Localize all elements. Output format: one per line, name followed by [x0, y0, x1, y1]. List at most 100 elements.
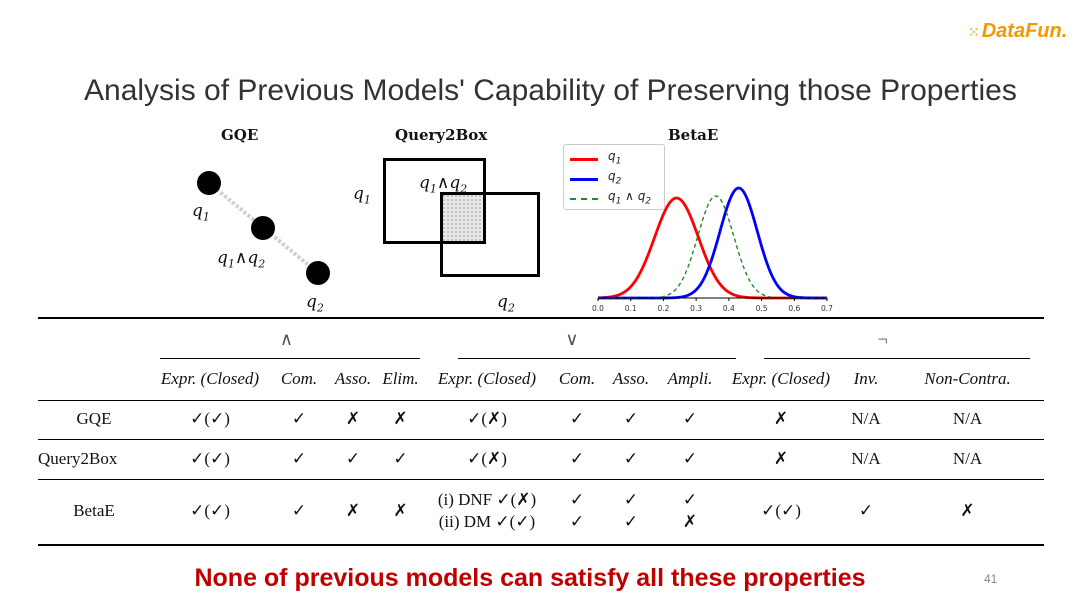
header-cell: Elim.: [382, 369, 419, 388]
x-tick-label: 0.6: [788, 304, 800, 313]
table-cell: ✗: [773, 449, 789, 468]
q2b-intersection-label: q1∧q2: [419, 173, 468, 196]
series-line-0: [597, 196, 827, 300]
gqe-link-line: [207, 181, 320, 275]
table-cell: ✗: [345, 501, 361, 520]
header-cell: Com.: [280, 369, 318, 388]
header-cell: Expr. (Closed): [160, 369, 260, 388]
x-tick-label: 0.4: [723, 304, 735, 313]
table-cell: N/A: [952, 409, 983, 428]
table-cell: ✓: [569, 449, 585, 468]
table-cell: ✗: [393, 409, 408, 428]
datafun-logo: ⁙ DataFun.: [968, 20, 1068, 42]
legend-label: q1: [608, 149, 622, 167]
table-cell: ✓: [858, 501, 874, 520]
legend-label: q2: [608, 169, 622, 187]
gqe-intersection-label: q1∧q2: [217, 248, 266, 271]
table-body: GQE ✓(✓) ✓ ✗ ✗ ✓(✗) ✓ ✓ ✓ ✗ N/A N/A Query2Box ✓(✓) ✓ ✓ ✓…: [38, 399, 1044, 543]
gqe-q2-label: q2: [306, 292, 324, 315]
gqe-q1-point: [197, 171, 221, 195]
x-tick-label: 0.5: [756, 304, 768, 313]
cell-line: ✓: [682, 490, 698, 509]
table-cell: ✓: [345, 449, 361, 468]
table-cell: ✓(✓): [190, 409, 230, 428]
legend-swatch: [570, 178, 598, 181]
table-cell: ✗: [393, 501, 408, 520]
x-tick-label: 0.3: [690, 304, 702, 313]
group-rule-and: [160, 358, 420, 359]
slide-title: Analysis of Previous Models' Capability …: [84, 74, 1017, 107]
group-or: ∨: [565, 328, 579, 349]
x-tick-label: 0.1: [625, 304, 637, 313]
table-row: Query2Box ✓(✓) ✓ ✓ ✓ ✓(✗) ✓ ✓ ✓ ✗ N/A N/A: [38, 439, 1044, 479]
table-bottom-rule: [38, 544, 1044, 546]
betae-panel-label: BetaE: [668, 126, 719, 144]
table-cell: ✓: [623, 449, 639, 468]
group-not: ¬: [877, 328, 888, 349]
table-row: GQE ✓(✓) ✓ ✗ ✗ ✓(✗) ✓ ✓ ✓ ✗ N/A N/A: [38, 399, 1044, 439]
table-cell: ✗: [345, 409, 361, 428]
table-cell: ✓: [291, 501, 307, 520]
table-cell: N/A: [851, 409, 881, 428]
header-cell: Com.: [558, 369, 596, 388]
cell-line: (i) DNF ✓(✗): [437, 490, 537, 509]
header-cell: Inv.: [853, 369, 879, 388]
column-header-row: Expr. (Closed) Com. Asso. Elim. Expr. (C…: [38, 359, 1044, 399]
q2b-box-q2: [440, 192, 540, 277]
table-cell: ✓: [569, 409, 585, 428]
table-cell: ✗: [773, 409, 789, 428]
gqe-panel-label: GQE: [221, 126, 259, 144]
legend-entry-q2: q2: [570, 169, 662, 187]
cell-line: ✓: [569, 512, 585, 531]
table-cell: ✓: [682, 449, 698, 468]
group-header-row: ∧ ∨ ¬: [38, 319, 1044, 359]
header-cell: Expr. (Closed): [731, 369, 831, 388]
table-cell: ✓(✓): [190, 501, 230, 520]
table-cell: ✓: [291, 409, 307, 428]
cell-line: ✓: [623, 490, 639, 509]
cell-line: ✗: [682, 512, 698, 531]
table-row: BetaE ✓(✓) ✓ ✗ ✗ (i) DNF ✓(✗) (ii) DM ✓(✓) ✓ ✓ ✓ ✓…: [38, 479, 1044, 543]
group-and: ∧: [279, 328, 294, 349]
table-cell: (i) DNF ✓(✗) (ii) DM ✓(✓): [423, 479, 551, 543]
gqe-q1-label: q1: [192, 201, 210, 224]
table-cell: ✓ ✓: [551, 479, 603, 543]
table-cell: ✓ ✗: [659, 479, 721, 543]
header-cell: Asso.: [334, 369, 372, 388]
header-cell: Expr. (Closed): [437, 369, 537, 388]
table-cell: ✓(✗): [467, 409, 507, 428]
legend-entry-q1: q1: [570, 149, 662, 167]
q2b-box-q1: [383, 158, 486, 244]
x-tick-label: 0.0: [592, 304, 604, 313]
table-cell: ✓: [393, 449, 408, 468]
table-cell: N/A: [952, 449, 983, 468]
q2b-q1-label: q1: [353, 184, 371, 207]
row-model-name: GQE: [76, 409, 112, 428]
x-tick-label: 0.7: [821, 304, 833, 313]
gqe-q2-point: [306, 261, 330, 285]
q2b-q2-label: q2: [497, 292, 515, 315]
betae-legend: q1 q2 q1 ∧ q2: [563, 144, 665, 210]
legend-label: q1 ∧ q2: [608, 189, 652, 207]
legend-entry-intersection: q1 ∧ q2: [570, 189, 662, 207]
row-rule-2: [38, 479, 1044, 480]
betae-density-chart: 0.0 0.1 0.2 0.3 0.4 0.5 0.6 0.7: [592, 186, 833, 313]
table-cell: N/A: [851, 449, 881, 468]
footer-conclusion: None of previous models can satisfy all …: [194, 564, 866, 592]
cell-line: (ii) DM ✓(✓): [438, 512, 536, 531]
cell-line: ✓: [569, 490, 585, 509]
row-model-name: Query2Box: [38, 449, 118, 468]
row-model-name: BetaE: [73, 501, 115, 520]
header-rule: [38, 400, 1044, 401]
group-rule-not: [764, 358, 1030, 359]
q2b-panel-label: Query2Box: [395, 126, 488, 144]
table-cell: ✓(✗): [467, 449, 507, 468]
properties-table: ∧ ∨ ¬ Expr. (Closed) Com. Asso. Elim. Ex…: [38, 319, 1044, 543]
header-cell: Asso.: [612, 369, 650, 388]
header-cell: Non-Contra.: [924, 369, 1011, 388]
group-rule-or: [458, 358, 736, 359]
table-cell: ✓: [291, 449, 307, 468]
header-cell: Ampli.: [667, 369, 713, 388]
q2b-overlap-region: [442, 194, 485, 242]
table-cell: ✗: [960, 501, 975, 520]
